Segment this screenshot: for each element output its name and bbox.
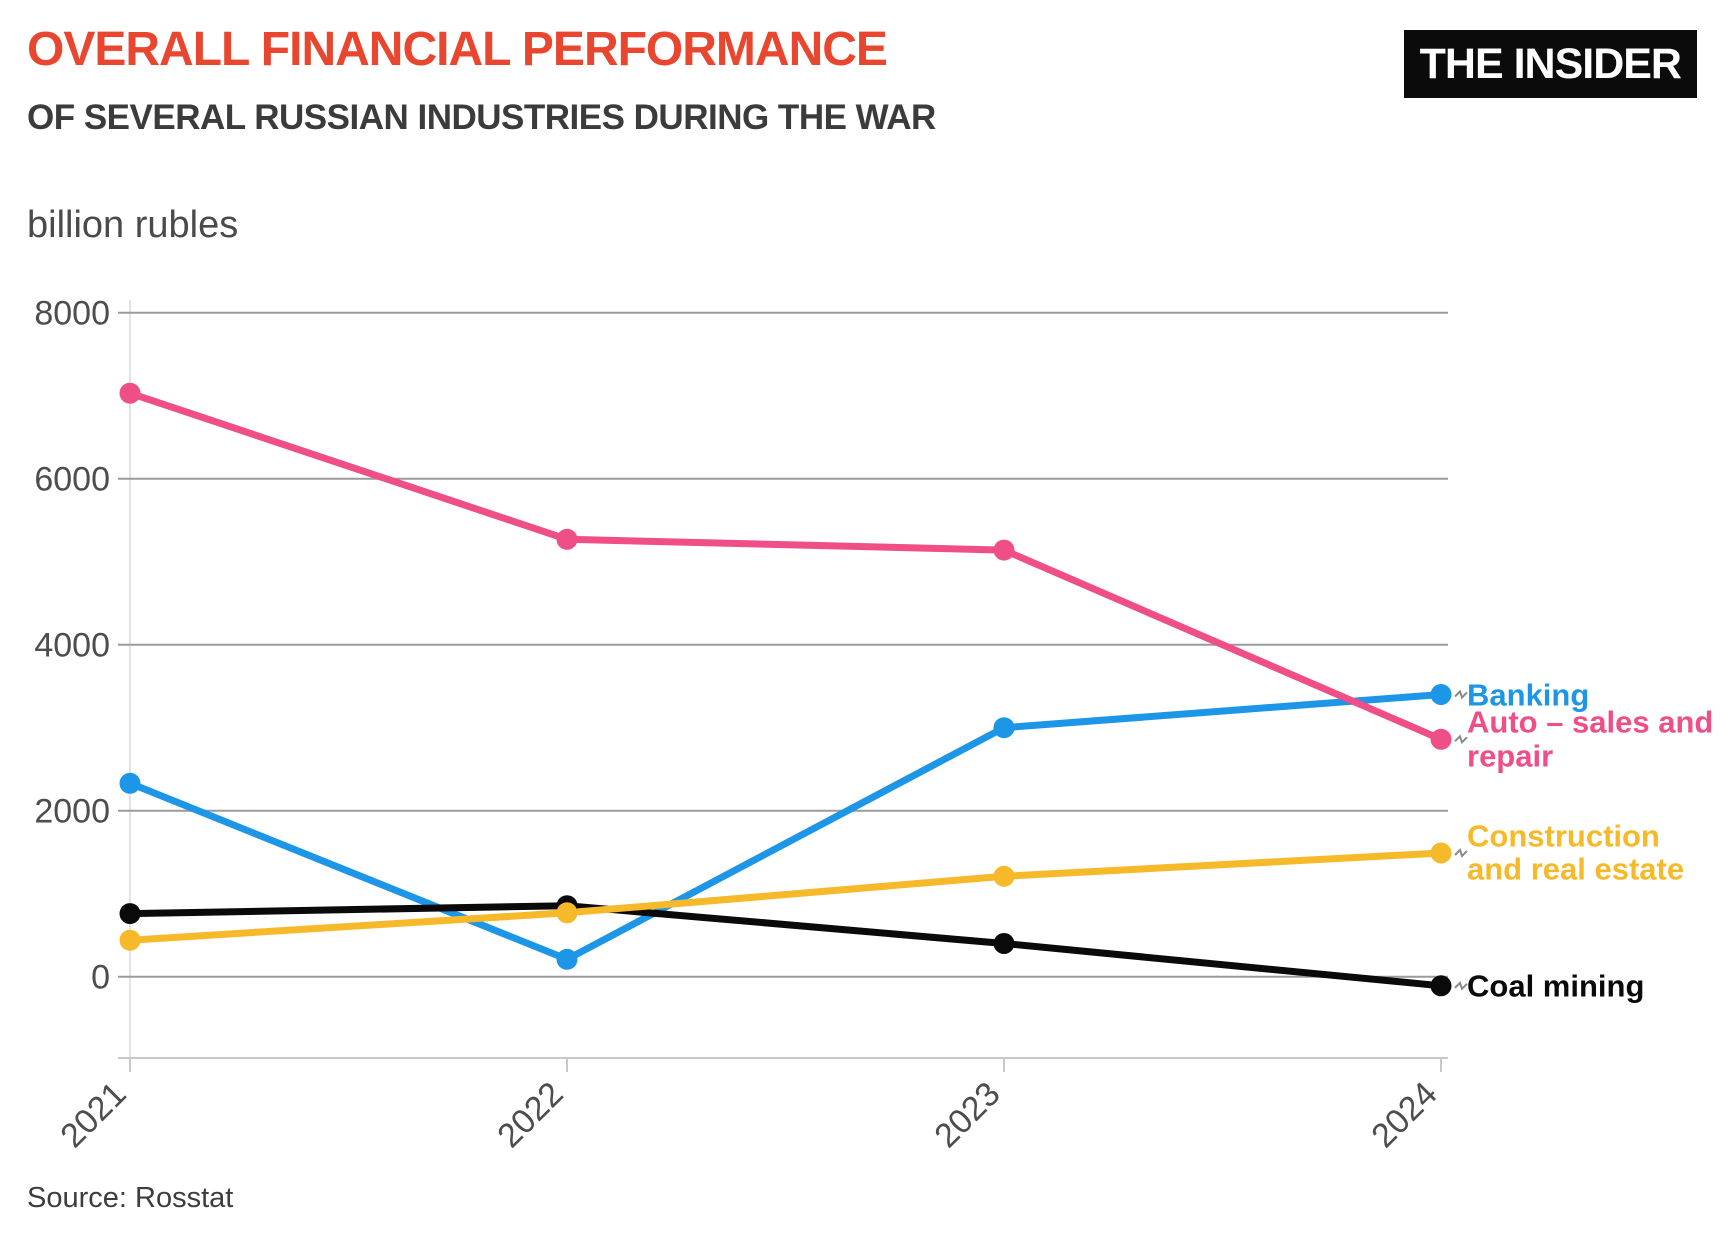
series-line-construction-and-real-estate bbox=[126, 849, 1445, 944]
page-title: OVERALL FINANCIAL PERFORMANCE bbox=[27, 23, 888, 76]
data-point-construction-and-real-estate-2023 bbox=[993, 865, 1015, 887]
leader-mark-banking bbox=[1454, 689, 1468, 700]
data-point-banking-2022 bbox=[556, 948, 578, 970]
source-credit: Source: Rosstat bbox=[27, 1182, 234, 1214]
series-label-line: Banking bbox=[1467, 676, 1590, 712]
series-line-coal-mining bbox=[126, 902, 1445, 990]
x-tick-label: 2021 bbox=[53, 1075, 133, 1155]
series-line-auto-sales-and-repair bbox=[126, 389, 1445, 743]
brand-logo: THE INSIDER bbox=[1403, 30, 1697, 98]
data-point-construction-and-real-estate-2022 bbox=[556, 902, 578, 924]
y-tick-label: 8000 bbox=[34, 295, 110, 333]
series-label-line: Coal mining bbox=[1467, 968, 1645, 1004]
data-point-banking-2024 bbox=[1430, 684, 1452, 705]
leader-mark-auto-sales-and-repair bbox=[1454, 734, 1468, 745]
x-tick-label: 2023 bbox=[927, 1075, 1007, 1155]
y-tick-label: 0 bbox=[91, 959, 110, 997]
y-tick-label: 6000 bbox=[34, 461, 110, 499]
series-label-line: repair bbox=[1467, 738, 1554, 774]
series-line-banking bbox=[126, 691, 1445, 963]
data-point-construction-and-real-estate-2024 bbox=[1430, 842, 1452, 864]
series-label-construction-and-real-estate: Construction and real estate bbox=[1467, 818, 1685, 887]
series-label-coal-mining: Coal mining bbox=[1467, 968, 1645, 1004]
data-point-auto-sales-and-repair-2021 bbox=[119, 382, 141, 404]
series-label-banking: Banking bbox=[1467, 676, 1590, 712]
leader-mark-construction-and-real-estate bbox=[1454, 848, 1468, 858]
data-point-auto-sales-and-repair-2024 bbox=[1430, 728, 1452, 750]
data-point-construction-and-real-estate-2021 bbox=[119, 929, 141, 951]
y-tick-label: 4000 bbox=[34, 627, 110, 665]
data-point-auto-sales-and-repair-2023 bbox=[993, 539, 1015, 561]
x-tick-label: 2022 bbox=[490, 1075, 570, 1155]
series-label-line: and real estate bbox=[1467, 852, 1685, 887]
y-axis-unit-label: billion rubles bbox=[27, 204, 239, 246]
series-label-auto-sales-and-repair: Auto – sales and repair bbox=[1467, 704, 1714, 774]
leader-mark-coal-mining bbox=[1454, 980, 1468, 991]
data-point-coal-mining-2024 bbox=[1430, 975, 1452, 997]
data-point-coal-mining-2023 bbox=[993, 933, 1015, 954]
page-subtitle: OF SEVERAL RUSSIAN INDUSTRIES DURING THE… bbox=[27, 98, 936, 137]
data-point-banking-2023 bbox=[993, 717, 1015, 739]
data-point-auto-sales-and-repair-2022 bbox=[556, 528, 578, 550]
data-point-banking-2021 bbox=[119, 772, 141, 794]
x-tick-label: 2024 bbox=[1364, 1075, 1444, 1155]
y-tick-label: 2000 bbox=[34, 793, 110, 831]
data-point-coal-mining-2021 bbox=[119, 903, 141, 925]
series-label-line: Construction bbox=[1467, 818, 1660, 854]
series-label-line: Auto – sales and bbox=[1467, 704, 1714, 740]
